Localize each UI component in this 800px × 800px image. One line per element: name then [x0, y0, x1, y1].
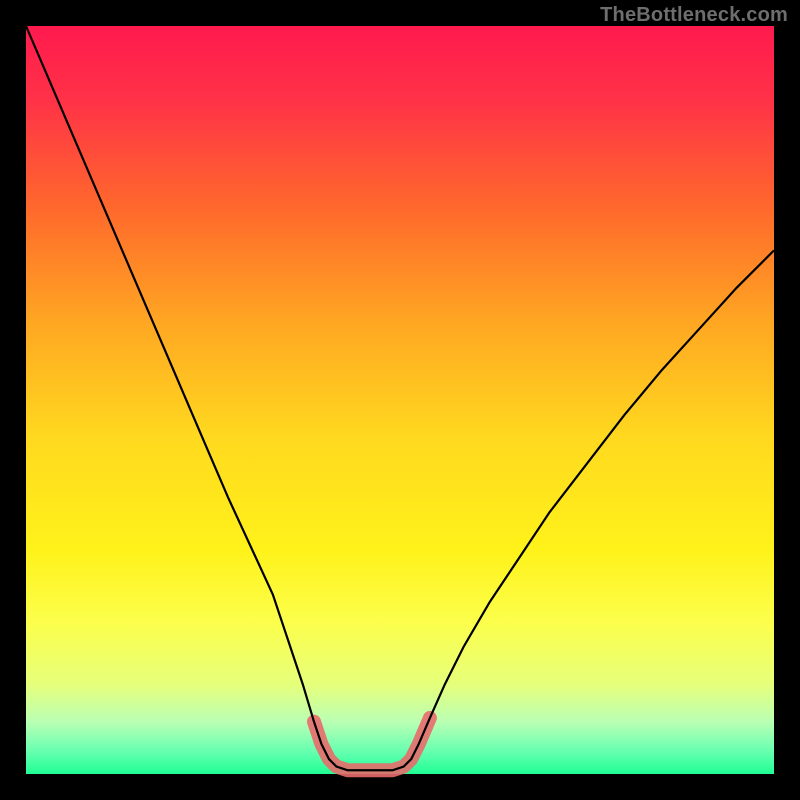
bottleneck-chart [0, 0, 800, 800]
chart-background [26, 26, 774, 774]
chart-container: TheBottleneck.com [0, 0, 800, 800]
watermark-text: TheBottleneck.com [600, 4, 788, 27]
